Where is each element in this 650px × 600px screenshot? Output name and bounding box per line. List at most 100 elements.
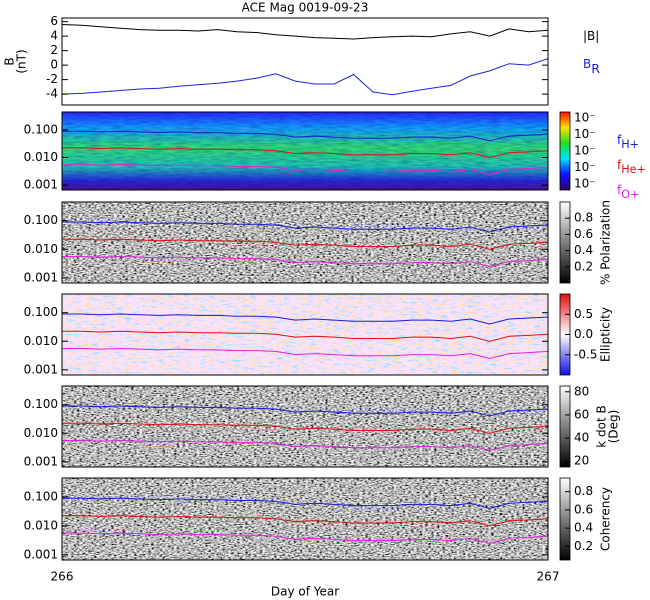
colorbar-tick-label: -0.5 bbox=[574, 347, 597, 361]
x-axis-label: Day of Year bbox=[271, 585, 339, 599]
spectrogram bbox=[62, 478, 548, 560]
x-tick-label: 267 bbox=[537, 570, 560, 584]
series-line bbox=[62, 532, 549, 544]
series-line bbox=[62, 255, 549, 268]
colorbar-tick-label: 10⁻ bbox=[574, 160, 596, 174]
colorbar bbox=[559, 111, 571, 191]
colorbar-tick-label: 0.8 bbox=[574, 211, 593, 225]
panel-frame bbox=[61, 111, 549, 191]
legend-sub: H+ bbox=[621, 138, 639, 151]
y-tick-label: 0.100 bbox=[24, 397, 58, 411]
y-tick-label: 0.100 bbox=[24, 489, 58, 503]
spectrogram bbox=[62, 386, 548, 467]
colorbar-tick-label: 0.2 bbox=[574, 259, 593, 273]
series-line bbox=[62, 238, 549, 250]
colorbar-tick-label: 10⁻ bbox=[574, 177, 596, 191]
legend-main: B bbox=[583, 57, 591, 71]
colorbar-tick-label: 0.0 bbox=[574, 327, 593, 341]
colorbar bbox=[559, 385, 571, 468]
series-line bbox=[62, 130, 549, 142]
series-line bbox=[62, 330, 549, 342]
colorbar-tick-label: 10⁻ bbox=[574, 111, 596, 125]
colorbar-label: % Polarization bbox=[599, 200, 613, 285]
series-line bbox=[62, 313, 549, 325]
colorbar-tick-label: 10⁻ bbox=[574, 127, 596, 141]
legend-main: |B| bbox=[583, 29, 599, 43]
series-line bbox=[62, 147, 549, 159]
spectrogram bbox=[62, 294, 548, 375]
series-line bbox=[61, 58, 549, 96]
legend-entry: fHe+ bbox=[617, 158, 646, 177]
y-tick-label: 0.100 bbox=[24, 122, 58, 136]
y-tick-label: 0.010 bbox=[24, 150, 58, 164]
spectrogram bbox=[62, 112, 548, 190]
y-tick-label: 2 bbox=[50, 43, 58, 57]
y-tick-label: -4 bbox=[46, 87, 58, 101]
y-tick-label: 0.001 bbox=[24, 362, 58, 376]
panel-frame bbox=[61, 477, 549, 561]
series-line bbox=[62, 347, 549, 360]
colorbar-label: (Deg) bbox=[607, 410, 621, 444]
colorbar-tick-label: 60 bbox=[574, 407, 589, 421]
y-tick-label: 4 bbox=[50, 29, 58, 43]
colorbar-tick-label: 80 bbox=[574, 384, 589, 398]
colorbar-tick-label: 0.5 bbox=[574, 307, 593, 321]
y-tick-label: 0.001 bbox=[24, 270, 58, 284]
colorbar-tick-label: 40 bbox=[574, 431, 589, 445]
series-line bbox=[62, 422, 549, 434]
y-tick-label: 0.100 bbox=[24, 305, 58, 319]
colorbar bbox=[559, 201, 571, 284]
panel-frame bbox=[61, 201, 549, 284]
spectrogram-texture bbox=[62, 112, 548, 190]
legend-main: f bbox=[617, 133, 622, 147]
colorbar-tick-label: 0.6 bbox=[574, 502, 593, 516]
series-line bbox=[62, 405, 549, 417]
y-tick-label: 0.001 bbox=[24, 454, 58, 468]
panel-frame bbox=[61, 17, 549, 106]
colorbar-label: k dot B bbox=[595, 405, 609, 447]
colorbar-tick-label: 0.2 bbox=[574, 539, 593, 553]
legend-sub: He+ bbox=[621, 163, 646, 176]
spectrogram-image bbox=[62, 202, 548, 283]
panel-frame bbox=[61, 293, 549, 376]
colorbar-tick-label: 0.8 bbox=[574, 484, 593, 498]
colorbar bbox=[559, 477, 571, 561]
y-tick-label: 0.010 bbox=[24, 518, 58, 532]
legend-entry: fH+ bbox=[617, 133, 639, 152]
y-tick-label: 0.010 bbox=[24, 242, 58, 256]
colorbar-tick-label: 0.4 bbox=[574, 521, 593, 535]
colorbar-tick-label: 0.6 bbox=[574, 227, 593, 241]
y-tick-label: 0.100 bbox=[24, 213, 58, 227]
legend-entry: BR bbox=[583, 57, 600, 76]
colorbar-tick-label: 0.4 bbox=[574, 243, 593, 257]
y-tick-label: 0 bbox=[50, 58, 58, 72]
legend-entry: |B| bbox=[583, 29, 599, 43]
spectrogram-image bbox=[62, 478, 548, 560]
colorbar-label: Ellipticity bbox=[599, 307, 613, 362]
y-tick-label: -2 bbox=[46, 72, 58, 86]
colorbar-label: Coherency bbox=[599, 487, 613, 551]
series-line bbox=[62, 497, 549, 509]
spectrogram bbox=[62, 202, 548, 283]
legend-entry: fO+ bbox=[617, 183, 639, 202]
legend-sub: O+ bbox=[621, 188, 639, 201]
legend-sub: R bbox=[591, 61, 600, 76]
y-axis-label: B bbox=[3, 57, 17, 65]
colorbar-tick-label: 20 bbox=[574, 454, 589, 468]
chart-title: ACE Mag 0019-09-23 bbox=[242, 1, 369, 15]
y-tick-label: 0.001 bbox=[24, 547, 58, 561]
spectrogram-image bbox=[62, 294, 548, 375]
y-tick-label: 6 bbox=[50, 14, 58, 28]
legend-main: f bbox=[617, 158, 622, 172]
legend-main: f bbox=[617, 183, 622, 197]
series-line bbox=[62, 163, 549, 175]
series-line bbox=[62, 515, 549, 527]
spectrogram-image bbox=[62, 386, 548, 467]
x-tick-label: 266 bbox=[51, 570, 74, 584]
series-line bbox=[62, 221, 549, 233]
y-tick-label: 0.010 bbox=[24, 334, 58, 348]
series-line bbox=[62, 439, 549, 452]
panel-frame bbox=[61, 385, 549, 468]
y-tick-label: 0.001 bbox=[24, 178, 58, 192]
